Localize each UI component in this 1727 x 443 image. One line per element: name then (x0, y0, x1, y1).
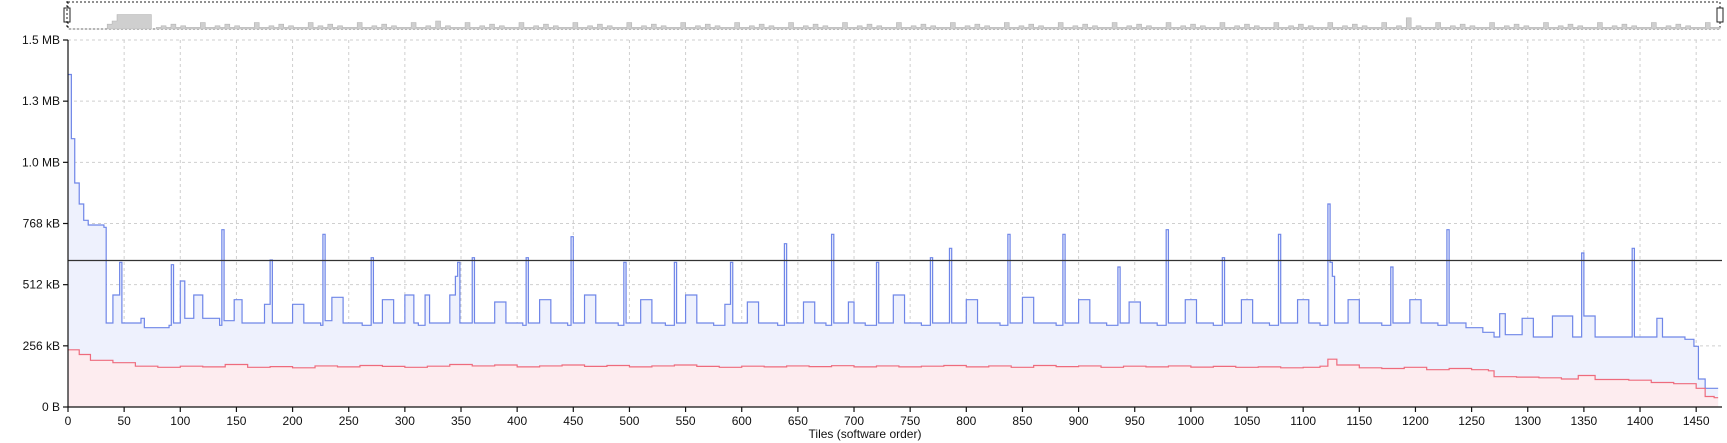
x-tick-label: 1400 (1627, 414, 1654, 428)
series-0-area (68, 74, 1719, 407)
y-tick-label: 1.3 MB (22, 94, 60, 108)
x-tick-label: 1250 (1458, 414, 1485, 428)
y-tick-label: 1.5 MB (22, 33, 60, 47)
x-axis: 0 50 100 150 200 250 300 350 400 450 500 550 600 650 7… (65, 406, 1722, 428)
y-tick-label: 1.0 MB (22, 155, 60, 169)
x-tick-label: 400 (507, 414, 527, 428)
x-tick-label: 500 (619, 414, 639, 428)
x-tick-label: 0 (65, 414, 72, 428)
x-tick-label: 850 (1012, 414, 1032, 428)
x-tick-label: 350 (451, 414, 471, 428)
series-1-line (68, 349, 1719, 399)
overview-strip[interactable] (63, 1, 1724, 30)
x-tick-label: 600 (732, 414, 752, 428)
x-tick-label: 50 (117, 414, 131, 428)
x-tick-label: 800 (956, 414, 976, 428)
y-tick-label: 512 kB (23, 278, 60, 292)
x-tick-label: 1300 (1514, 414, 1541, 428)
x-tick-label: 1150 (1346, 414, 1372, 428)
x-tick-label: 100 (170, 414, 190, 428)
x-tick-label: 200 (283, 414, 303, 428)
x-tick-label: 900 (1069, 414, 1089, 428)
overview-area (68, 14, 1721, 30)
x-tick-label: 1450 (1683, 414, 1710, 428)
x-tick-label: 300 (395, 414, 415, 428)
series-areas (68, 73, 1719, 407)
grid-lines (68, 39, 1722, 407)
overview-handle-right[interactable] (1716, 7, 1724, 23)
x-tick-label: 950 (1125, 414, 1145, 428)
overview-frame (67, 1, 1721, 30)
x-tick-label: 1100 (1290, 414, 1316, 428)
y-axis: 0 B 256 kB 512 kB 768 kB 1.0 MB 1.3 MB 1.5 MB (22, 33, 69, 414)
x-tick-label: 1050 (1234, 414, 1261, 428)
y-tick-label: 0 B (42, 400, 60, 414)
x-tick-label: 650 (788, 414, 808, 428)
x-tick-label: 150 (226, 414, 246, 428)
x-tick-label: 450 (563, 414, 583, 428)
x-tick-label: 750 (900, 414, 920, 428)
x-tick-label: 550 (676, 414, 696, 428)
x-tick-label: 700 (844, 414, 864, 428)
x-tick-label: 1200 (1402, 414, 1429, 428)
x-tick-label: 1000 (1178, 414, 1205, 428)
y-tick-label: 768 kB (23, 217, 60, 231)
y-tick-label: 256 kB (23, 339, 60, 353)
series-0-line (68, 73, 1719, 389)
x-axis-title: Tiles (software order) (809, 427, 922, 441)
x-tick-label: 250 (339, 414, 359, 428)
x-tick-label: 1350 (1571, 414, 1598, 428)
series-1-area (68, 349, 1719, 407)
